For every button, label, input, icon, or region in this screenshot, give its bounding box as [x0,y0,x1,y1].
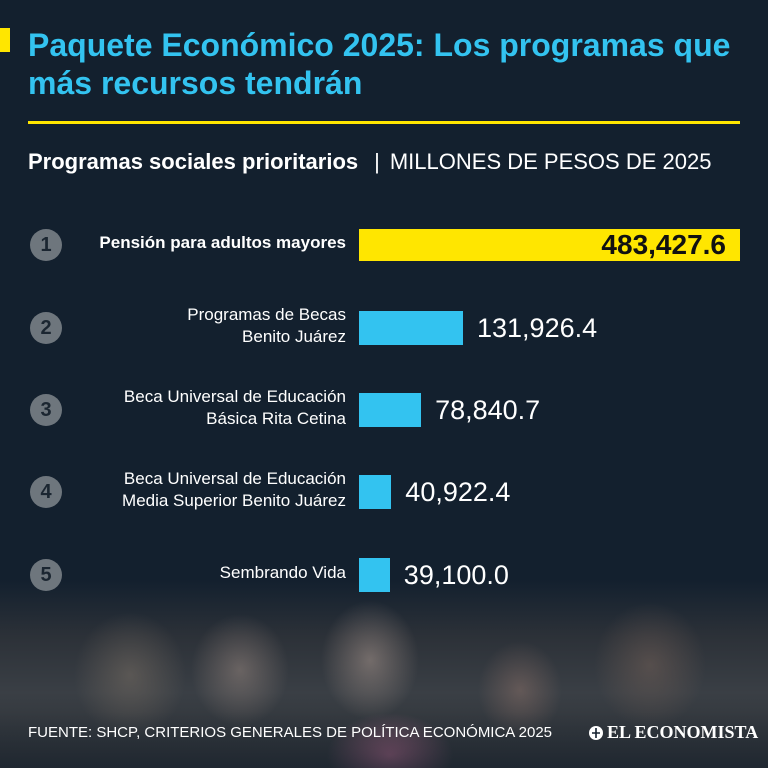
category-label-line: Beca Universal de Educación [123,469,346,488]
title-accent-bar [0,28,10,52]
data-bar [359,558,390,592]
subtitle-separator: | [374,149,380,174]
title-divider [28,121,740,124]
page-title: Paquete Económico 2025: Los programas qu… [28,27,731,101]
category-label: Beca Universal de Educación Básica Rita C… [46,386,346,430]
chart-unit: MILLONES DE PESOS DE 2025 [389,149,712,174]
category-label: Sembrando Vida [46,562,346,584]
data-bar [359,311,463,345]
rank-badge: 2 [30,312,62,344]
category-label-line: Media Superior Benito Juárez [122,491,346,510]
value-label: 78,840.7 [435,395,541,425]
category-label-line: Sembrando Vida [219,563,346,582]
category-label-line: Básica Rita Cetina [206,409,346,428]
value-label: 483,427.6 [601,229,726,260]
category-label-line: Pensión para adultos mayores [99,233,346,252]
brand-name: EL ECONOMISTA [607,722,759,742]
data-bar [359,393,422,427]
crowd-background-photo [0,580,768,768]
rank-badge: 4 [30,476,62,508]
category-label: Programas de Becas Benito Juárez [46,304,346,348]
el-economista-logo: EL ECONOMISTA [588,722,758,743]
category-label-line: Benito Juárez [242,327,346,346]
chart-title: Programas sociales prioritarios [28,149,359,174]
footer-shade [0,712,768,768]
value-label: 131,926.4 [477,313,598,343]
chart-subtitle: Programas sociales prioritarios | MILLONES… [28,146,748,178]
rank-badge: 3 [30,394,62,426]
rank-badge: 5 [30,559,62,591]
data-bar [359,229,740,261]
data-bar [359,475,392,509]
source-note: FUENTE: SHCP, CRITERIOS GENERALES DE POL… [28,724,553,741]
rank-badge: 1 [30,229,62,261]
category-label: Beca Universal de Educación Media Superio… [46,468,346,512]
value-label: 40,922.4 [405,477,511,507]
category-label-line: Beca Universal de Educación [123,387,346,406]
category-label-line: Programas de Becas [187,305,346,324]
value-label: 39,100.0 [403,560,509,590]
logo-mark-icon [589,725,603,740]
category-label: Pensión para adultos mayores [46,232,346,254]
